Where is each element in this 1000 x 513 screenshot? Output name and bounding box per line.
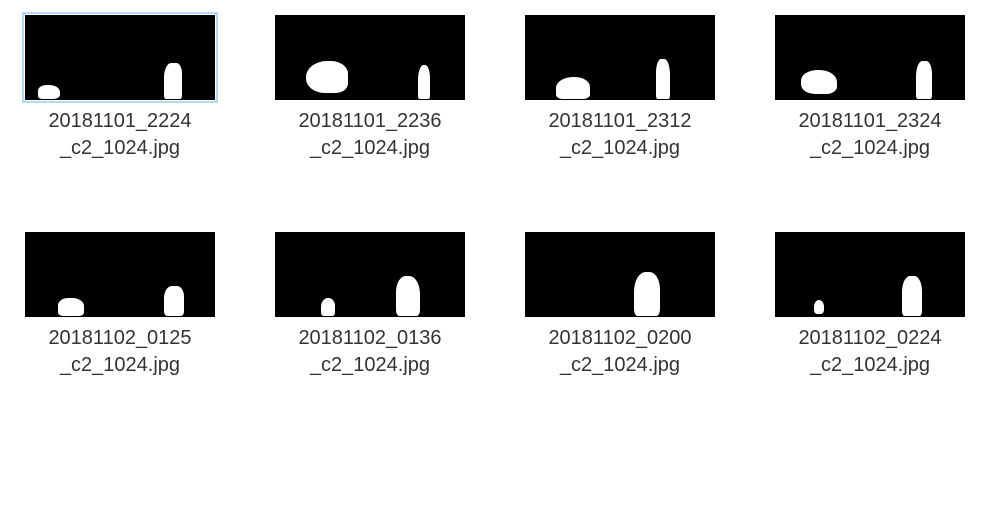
file-label: 20181102_0224 _c2_1024.jpg: [798, 325, 941, 379]
file-label: 20181102_0125 _c2_1024.jpg: [48, 325, 191, 379]
thumbnail-grid: 20181101_2224 _c2_1024.jpg 20181101_2236…: [20, 15, 980, 379]
file-label: 20181101_2224 _c2_1024.jpg: [48, 108, 191, 162]
file-label: 20181101_2312 _c2_1024.jpg: [548, 108, 691, 162]
file-tile[interactable]: 20181102_0136 _c2_1024.jpg: [270, 232, 470, 379]
file-label: 20181102_0200 _c2_1024.jpg: [548, 325, 691, 379]
file-tile[interactable]: 20181101_2324 _c2_1024.jpg: [770, 15, 970, 162]
thumbnail-image: [25, 232, 215, 317]
thumbnail-image: [25, 15, 215, 100]
file-label: 20181101_2324 _c2_1024.jpg: [798, 108, 941, 162]
thumbnail-image: [775, 232, 965, 317]
file-tile[interactable]: 20181102_0200 _c2_1024.jpg: [520, 232, 720, 379]
thumbnail-image: [525, 232, 715, 317]
thumbnail-image: [275, 15, 465, 100]
file-tile[interactable]: 20181101_2224 _c2_1024.jpg: [20, 15, 220, 162]
file-label: 20181102_0136 _c2_1024.jpg: [298, 325, 441, 379]
file-tile[interactable]: 20181101_2236 _c2_1024.jpg: [270, 15, 470, 162]
file-tile[interactable]: 20181101_2312 _c2_1024.jpg: [520, 15, 720, 162]
thumbnail-image: [525, 15, 715, 100]
file-label: 20181101_2236 _c2_1024.jpg: [298, 108, 441, 162]
thumbnail-image: [275, 232, 465, 317]
thumbnail-image: [775, 15, 965, 100]
file-tile[interactable]: 20181102_0125 _c2_1024.jpg: [20, 232, 220, 379]
file-tile[interactable]: 20181102_0224 _c2_1024.jpg: [770, 232, 970, 379]
